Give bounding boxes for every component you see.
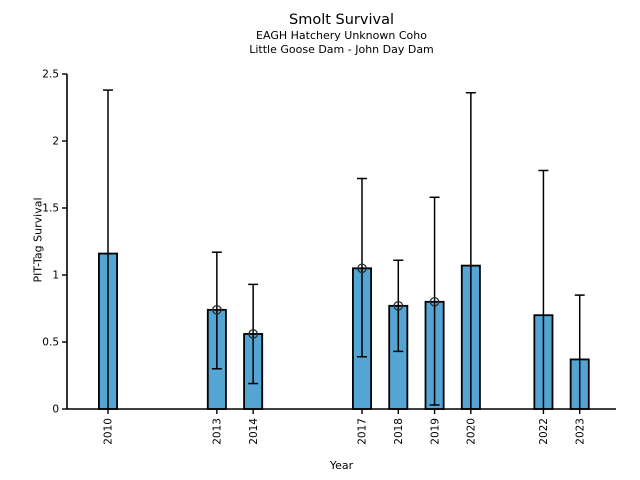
point-marker-2013 [212,304,222,315]
chart-subtitle-line2: Little Goose Dam - John Day Dam [249,42,434,56]
x-tick-label: 2019 [429,418,441,445]
y-tick-label: 0 [52,404,59,416]
point-marker-2019 [429,296,440,307]
y-tick-label: 0.5 [42,337,59,349]
x-tick-label: 2010 [103,418,115,445]
x-tick-label: 2013 [212,418,224,445]
x-tick-label: 2023 [574,418,586,445]
point-marker-2018 [393,300,404,311]
x-tick-label: 2020 [466,418,478,445]
point-marker-2017 [357,263,367,274]
chart-header: Smolt Survival EAGH Hatchery Unknown Coh… [67,11,616,57]
x-axis-label: Year [329,459,354,472]
y-tick-label: 2.5 [42,69,59,81]
y-tick-label: 2 [52,136,59,148]
chart-title: Smolt Survival [289,12,394,28]
x-tick-label: 2017 [357,418,369,445]
y-tick-label: 1.5 [42,203,59,215]
x-tick-label: 2018 [393,418,405,445]
y-tick-label: 1 [52,270,59,282]
point-marker-2014 [248,329,258,339]
chart-subtitle-line1: EAGH Hatchery Unknown Coho [256,29,427,43]
x-tick-label: 2014 [248,418,260,445]
x-tick-label: 2022 [538,418,550,445]
